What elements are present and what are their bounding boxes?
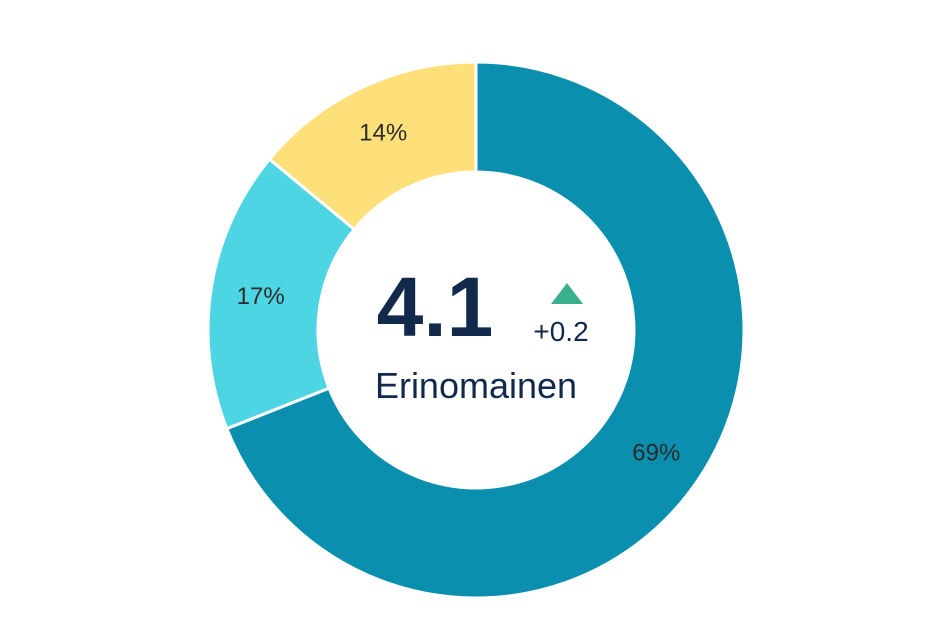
donut-slice-label: 69%: [632, 440, 680, 467]
center-score-value: 4.1: [377, 260, 494, 354]
donut-slices: [206, 60, 746, 600]
donut-slice-labels: 69% 17% 14%: [237, 120, 681, 467]
center-score-caption: Erinomainen: [375, 365, 577, 406]
center-score-delta: +0.2: [533, 316, 588, 347]
donut-slice-label: 14%: [359, 120, 407, 147]
trend-up-icon: [551, 283, 583, 304]
donut-slice-label: 17%: [237, 283, 285, 310]
donut-slice: [267, 60, 478, 232]
donut-slice: [224, 60, 746, 600]
